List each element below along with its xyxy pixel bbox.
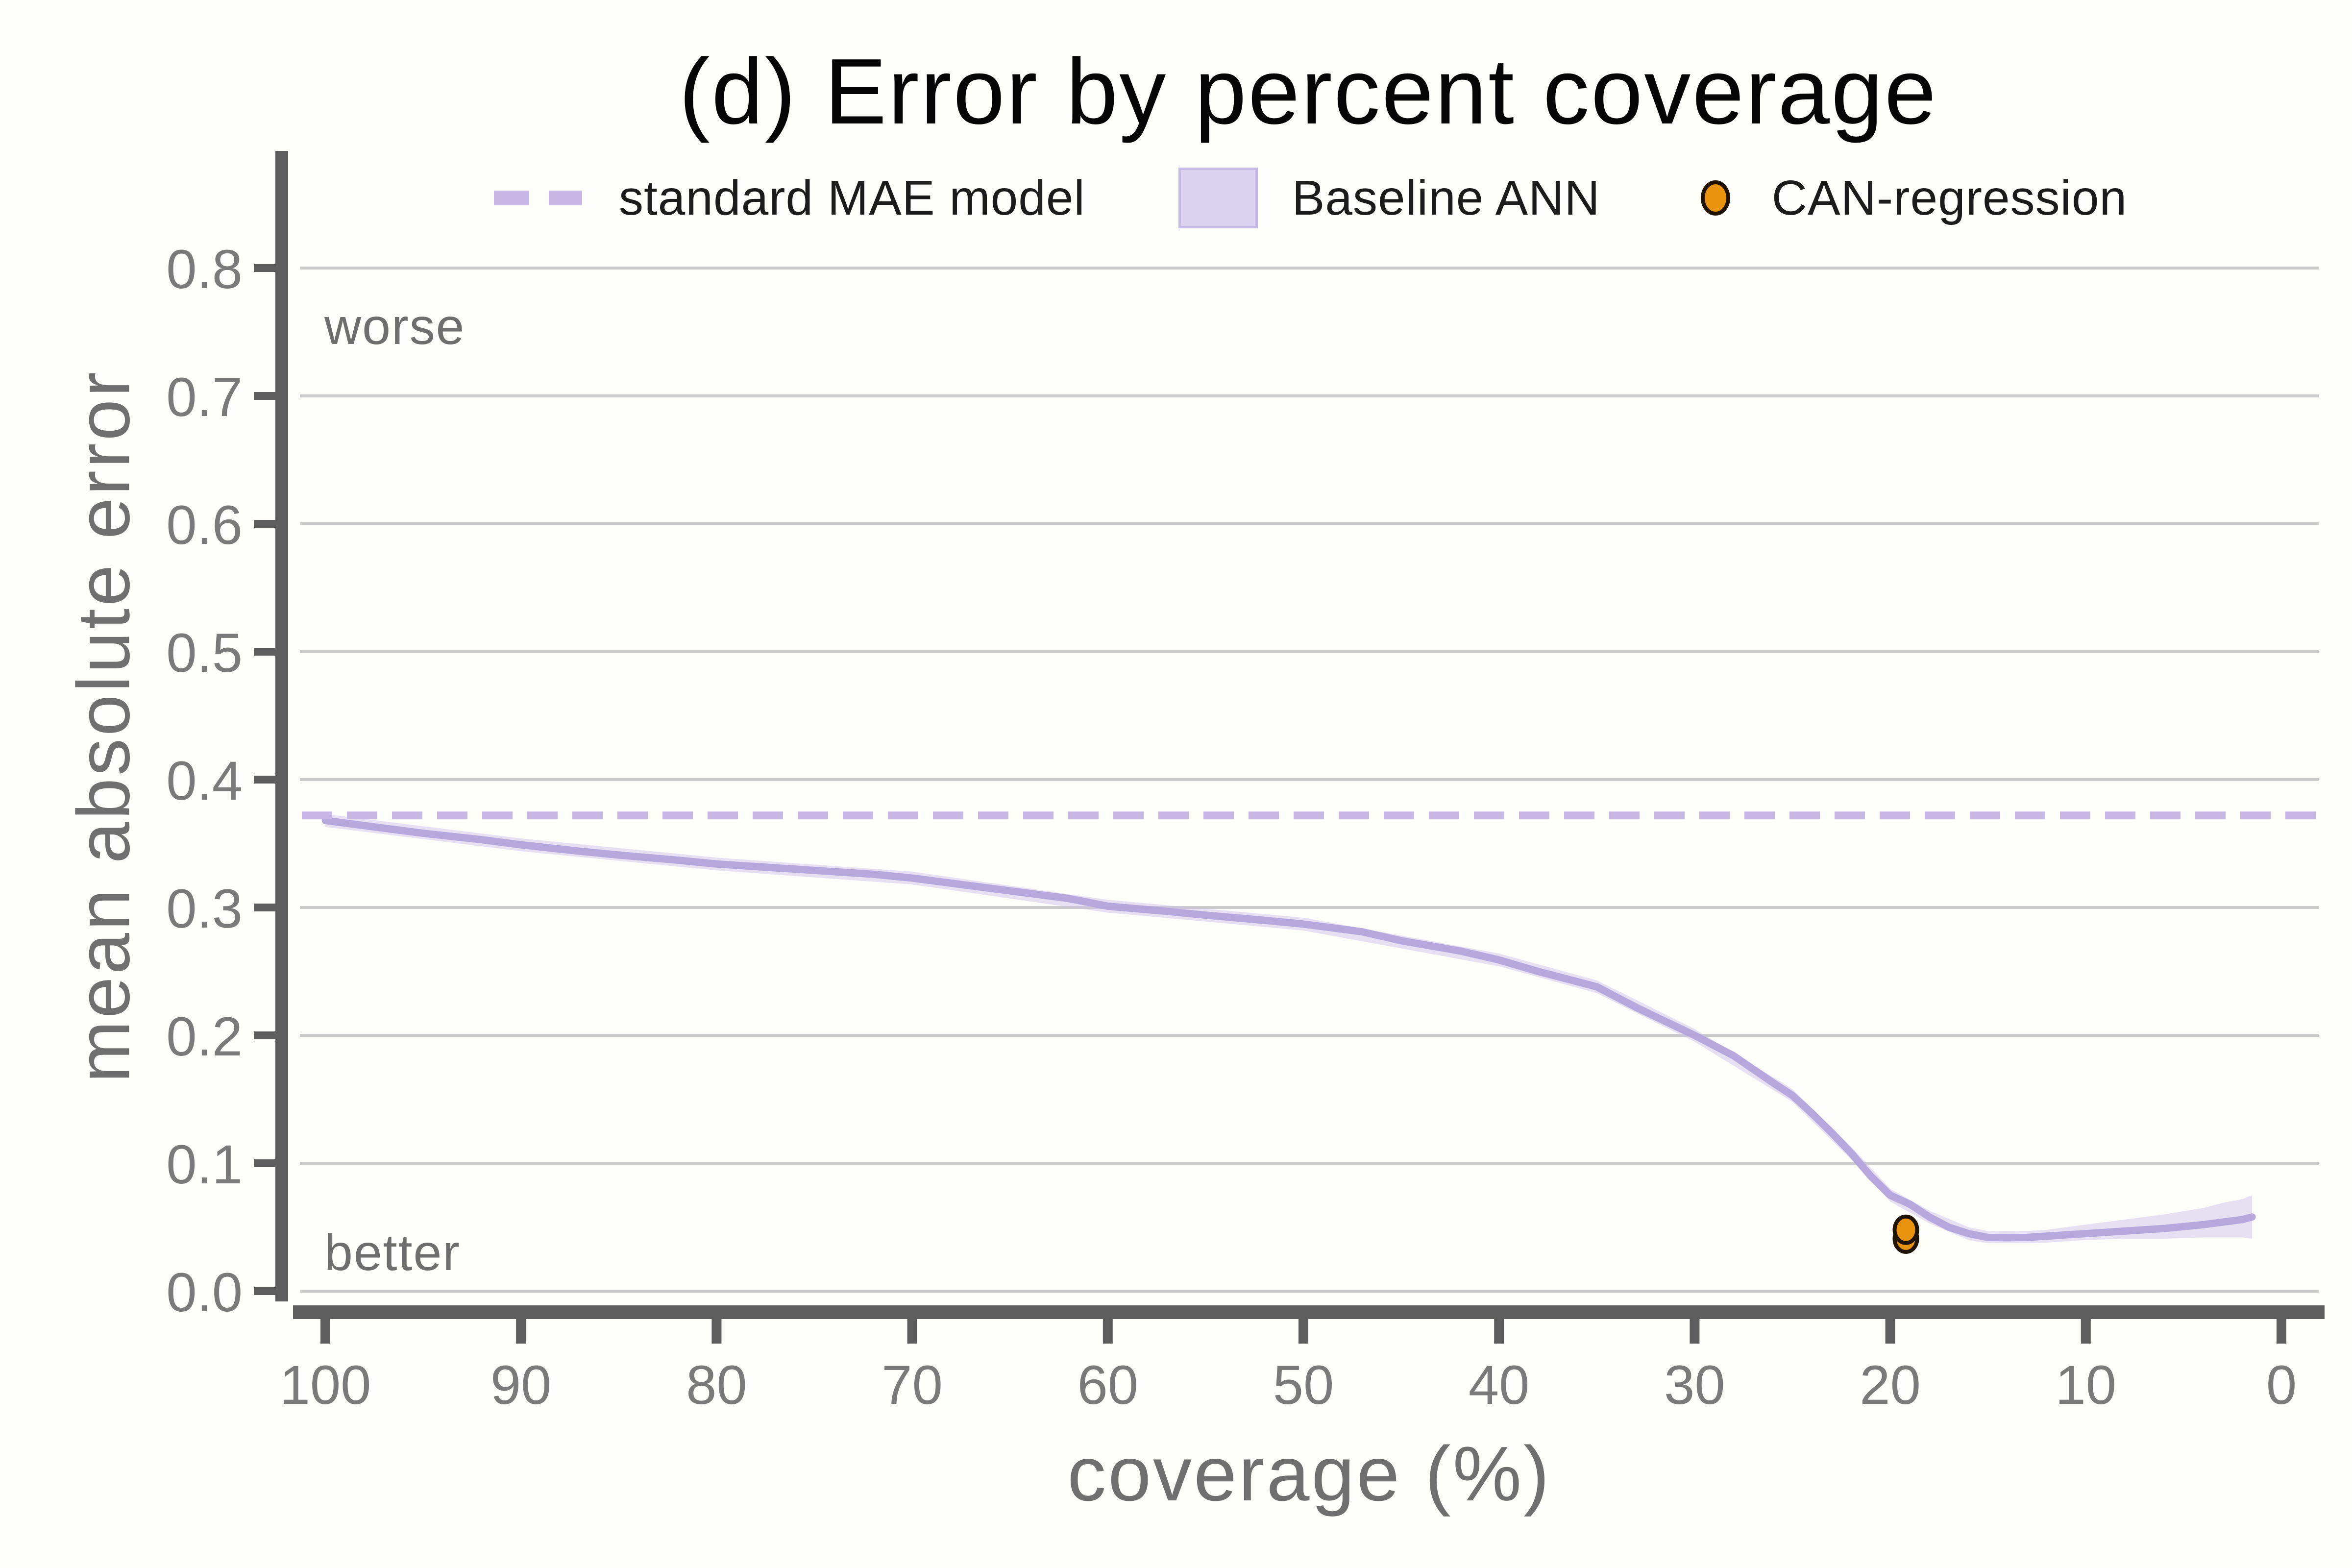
x-tick-label: 60 xyxy=(1077,1354,1139,1416)
x-tick-mark xyxy=(1885,1318,1895,1344)
x-tick-label: 80 xyxy=(686,1354,747,1416)
x-tick-mark xyxy=(1494,1318,1504,1344)
y-tick-label: 0.3 xyxy=(166,878,243,939)
annotation-worse: worse xyxy=(324,298,466,355)
x-axis-spine xyxy=(293,1305,2325,1319)
x-tick-label: 100 xyxy=(279,1354,371,1416)
x-tick-mark xyxy=(2277,1318,2286,1344)
y-tick-label: 0.8 xyxy=(166,239,243,300)
y-tick-mark xyxy=(254,520,276,528)
legend-label: Baseline ANN xyxy=(1292,170,1600,225)
legend-label: standard MAE model xyxy=(618,170,1085,225)
chart-title: (d) Error by percent coverage xyxy=(679,40,1938,144)
y-tick-label: 0.7 xyxy=(166,367,243,428)
x-tick-mark xyxy=(1298,1318,1308,1344)
y-tick-mark xyxy=(254,648,276,656)
baseline-ann-line xyxy=(321,817,2256,1242)
x-tick-mark xyxy=(1102,1318,1113,1344)
x-tick-label: 50 xyxy=(1273,1354,1334,1416)
y-tick-mark xyxy=(254,392,276,400)
x-tick-mark xyxy=(907,1318,917,1344)
y-tick-label: 0.4 xyxy=(166,750,243,811)
legend-item-standard-mae-model: standard MAE model xyxy=(491,170,1085,226)
legend-item-baseline-ann: Baseline ANN xyxy=(1178,168,1600,228)
x-axis-label: coverage (%) xyxy=(1067,1431,1551,1517)
x-tick-label: 30 xyxy=(1664,1354,1725,1416)
x-tick-label: 20 xyxy=(1860,1354,1921,1416)
legend-label: CAN-regression xyxy=(1771,170,2128,225)
y-tick-label: 0.5 xyxy=(166,622,243,684)
x-tick-label: 70 xyxy=(882,1354,943,1416)
x-tick-mark xyxy=(1690,1318,1700,1344)
dashed-line-icon xyxy=(493,191,582,205)
y-tick-label: 0.1 xyxy=(166,1134,243,1195)
y-axis-spine xyxy=(275,151,288,1301)
x-tick-label: 40 xyxy=(1468,1354,1530,1416)
x-tick-label: 10 xyxy=(2055,1354,2117,1416)
legend: standard MAE model Baseline ANN CAN-regr… xyxy=(300,165,2319,231)
y-tick-mark xyxy=(254,904,276,911)
band-swatch-icon xyxy=(1178,168,1258,228)
x-tick-mark xyxy=(320,1318,330,1344)
y-tick-mark xyxy=(254,1031,276,1039)
y-tick-mark xyxy=(254,1287,276,1295)
annotation-better: better xyxy=(324,1225,461,1281)
y-tick-label: 0.0 xyxy=(166,1262,243,1323)
y-tick-label: 0.6 xyxy=(166,494,243,556)
y-tick-mark xyxy=(254,776,276,784)
x-tick-label: 0 xyxy=(2266,1354,2297,1416)
baseline-ann-band xyxy=(325,814,2253,1244)
orange-dot-icon xyxy=(1700,180,1730,216)
x-tick-mark xyxy=(711,1318,722,1344)
x-tick-label: 90 xyxy=(490,1354,552,1416)
x-tick-mark xyxy=(516,1318,526,1344)
x-tick-mark xyxy=(2081,1318,2091,1344)
y-tick-label: 0.2 xyxy=(166,1006,243,1067)
y-tick-mark xyxy=(254,264,276,272)
can-regression-point xyxy=(1892,1214,1919,1245)
y-tick-mark xyxy=(254,1159,276,1167)
legend-item-can-regression: CAN-regression xyxy=(1693,170,2127,226)
